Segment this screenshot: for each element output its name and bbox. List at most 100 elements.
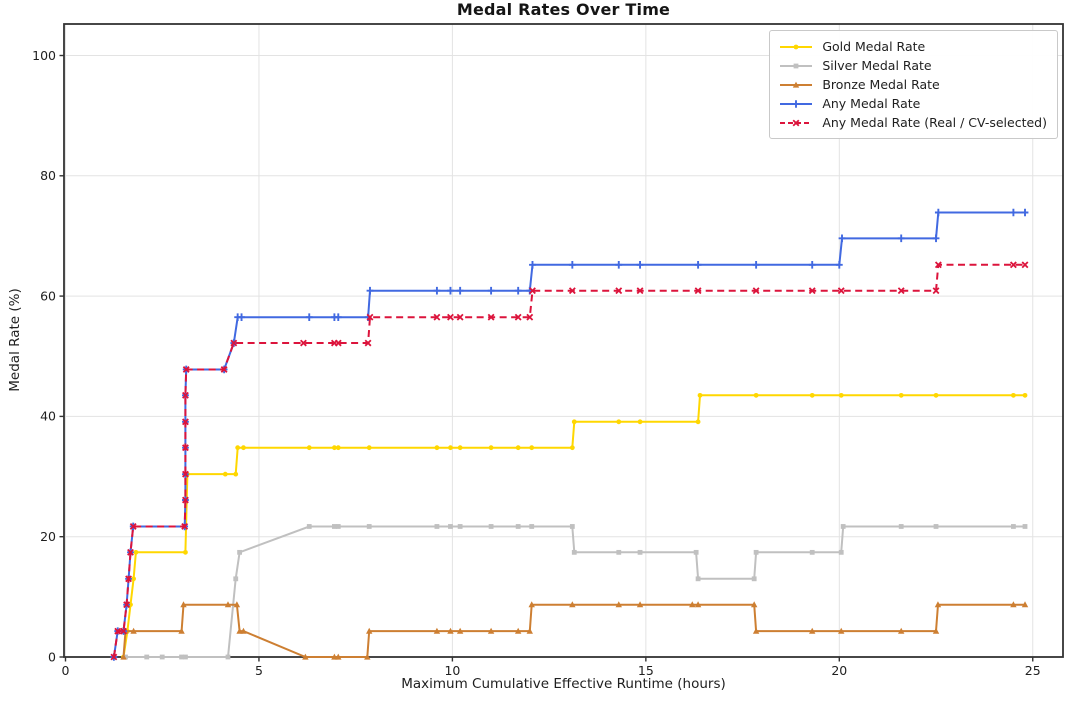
data-point-marker xyxy=(526,627,533,634)
data-point-marker xyxy=(529,261,536,269)
series-silver xyxy=(123,524,1028,660)
data-point-marker xyxy=(334,313,342,321)
y-tick-label: 100 xyxy=(32,48,56,63)
data-point-marker xyxy=(515,524,521,529)
data-point-marker xyxy=(130,627,137,634)
data-point-marker xyxy=(615,601,622,608)
gold-line xyxy=(122,394,1025,658)
data-point-marker xyxy=(331,445,337,451)
legend-item-any: Any Medal Rate xyxy=(779,94,1047,113)
data-point-marker xyxy=(837,287,845,295)
data-point-marker xyxy=(529,445,535,451)
data-point-marker xyxy=(898,392,904,398)
any_real-line xyxy=(112,263,1025,658)
any_real-legend-sample-icon xyxy=(780,119,813,126)
data-point-marker xyxy=(335,653,342,660)
legend-label: Any Medal Rate (Real / CV-selected) xyxy=(822,115,1047,130)
data-point-marker xyxy=(1021,261,1029,269)
data-point-marker xyxy=(636,287,644,295)
legend-label: Silver Medal Rate xyxy=(822,58,932,73)
data-point-marker xyxy=(568,261,576,269)
data-point-marker xyxy=(571,419,577,425)
data-point-marker xyxy=(180,601,187,608)
data-point-marker xyxy=(125,575,133,583)
legend-item-silver: Silver Medal Rate xyxy=(779,56,1047,75)
data-point-marker xyxy=(457,445,463,451)
data-point-marker xyxy=(898,524,904,529)
data-point-marker xyxy=(225,654,231,660)
data-point-marker xyxy=(694,261,702,269)
y-tick-label: 60 xyxy=(40,288,56,303)
data-point-marker xyxy=(1011,392,1016,398)
data-point-marker xyxy=(792,119,800,126)
data-point-marker xyxy=(637,419,643,425)
data-point-marker xyxy=(932,287,940,295)
data-point-marker xyxy=(433,627,441,634)
data-point-marker xyxy=(183,549,188,555)
data-point-marker xyxy=(898,627,905,634)
chart-title: Medal Rates Over Time xyxy=(456,0,671,19)
data-point-marker xyxy=(366,313,374,321)
data-point-marker xyxy=(433,313,441,321)
data-point-marker xyxy=(233,471,239,477)
legend-item-bronze: Bronze Medal Rate xyxy=(779,75,1047,94)
x-tick-label: 5 xyxy=(255,663,263,678)
data-point-marker xyxy=(793,63,799,68)
legend: Gold Medal Rate Silver Medal Rate Bronze M… xyxy=(769,30,1058,139)
data-point-marker xyxy=(235,445,241,451)
data-point-marker xyxy=(1010,601,1017,608)
data-point-marker xyxy=(131,576,136,582)
data-point-marker xyxy=(129,523,137,530)
data-point-marker xyxy=(752,287,760,295)
data-point-marker xyxy=(110,653,118,661)
data-point-marker xyxy=(487,313,495,321)
data-point-marker xyxy=(753,549,759,555)
data-point-marker xyxy=(233,576,239,582)
data-point-marker xyxy=(793,44,799,49)
data-point-marker xyxy=(808,287,816,295)
bronze-legend-sample-icon xyxy=(780,81,813,88)
data-point-marker xyxy=(159,654,165,660)
data-point-marker xyxy=(224,601,232,608)
data-point-marker xyxy=(182,470,189,478)
data-point-marker xyxy=(237,549,243,555)
data-point-marker xyxy=(179,654,184,660)
data-point-marker xyxy=(694,601,702,608)
data-point-marker xyxy=(1009,261,1017,269)
data-point-marker xyxy=(300,339,307,347)
any-line xyxy=(112,211,1025,658)
data-point-marker xyxy=(306,524,312,529)
data-point-marker xyxy=(1022,392,1028,398)
data-point-marker xyxy=(792,99,800,108)
data-point-marker xyxy=(127,548,134,556)
legend-label: Any Medal Rate xyxy=(822,96,921,111)
data-point-marker xyxy=(835,261,843,269)
data-point-marker xyxy=(133,549,139,555)
data-point-marker xyxy=(334,339,342,347)
data-point-marker xyxy=(528,601,535,608)
data-point-marker xyxy=(529,524,535,529)
data-point-marker xyxy=(751,576,757,582)
data-point-marker xyxy=(220,366,228,373)
x-tick-label: 25 xyxy=(1025,663,1041,678)
y-tick-label: 80 xyxy=(40,168,56,183)
data-point-marker xyxy=(183,654,188,660)
data-point-marker xyxy=(448,445,453,451)
y-tick-label: 0 xyxy=(48,649,56,664)
data-point-marker xyxy=(840,524,846,529)
legend-label: Gold Medal Rate xyxy=(822,39,926,54)
data-point-marker xyxy=(434,524,440,529)
legend-label: Bronze Medal Rate xyxy=(822,77,940,92)
data-point-marker xyxy=(123,654,128,660)
data-point-marker xyxy=(838,627,845,634)
series-any xyxy=(110,208,1029,661)
data-point-marker xyxy=(456,286,464,295)
data-point-marker xyxy=(182,366,190,373)
data-point-marker xyxy=(568,287,576,295)
data-point-marker xyxy=(1021,601,1029,608)
data-point-marker xyxy=(182,496,189,504)
data-point-marker xyxy=(838,549,844,555)
data-point-marker xyxy=(636,601,644,608)
data-point-marker xyxy=(182,444,189,452)
